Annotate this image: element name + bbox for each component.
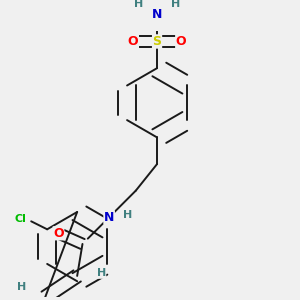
Text: H: H [97,268,106,278]
Text: O: O [176,35,186,48]
Text: N: N [152,8,162,21]
Text: Cl: Cl [15,214,26,224]
Text: N: N [104,211,114,224]
Text: O: O [128,35,138,48]
Text: H: H [171,0,180,9]
Text: H: H [123,210,132,220]
Text: H: H [16,282,26,292]
Text: H: H [134,0,143,9]
Text: S: S [153,35,162,48]
Text: O: O [53,227,64,240]
